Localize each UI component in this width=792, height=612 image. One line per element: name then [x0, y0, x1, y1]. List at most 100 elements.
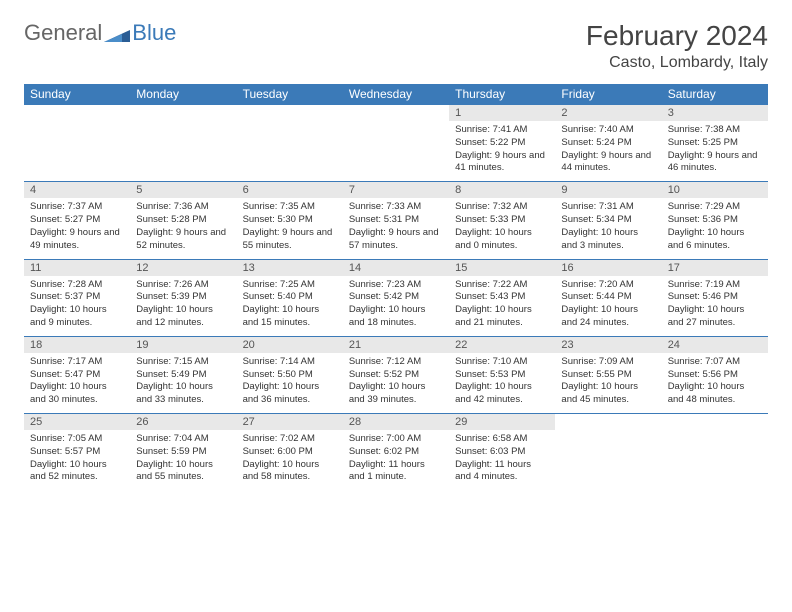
- sunset-text: Sunset: 5:44 PM: [561, 291, 655, 304]
- sunrise-text: Sunrise: 7:31 AM: [561, 201, 655, 214]
- day-details: Sunrise: 7:37 AMSunset: 5:27 PMDaylight:…: [24, 198, 130, 258]
- sunrise-text: Sunrise: 7:20 AM: [561, 279, 655, 292]
- calendar-table: Sunday Monday Tuesday Wednesday Thursday…: [24, 84, 768, 490]
- calendar-cell: [662, 413, 768, 490]
- daylight-text: Daylight: 10 hours and 12 minutes.: [136, 304, 230, 330]
- calendar-week-row: 4Sunrise: 7:37 AMSunset: 5:27 PMDaylight…: [24, 181, 768, 258]
- day-details: Sunrise: 7:33 AMSunset: 5:31 PMDaylight:…: [343, 198, 449, 258]
- day-details: Sunrise: 7:36 AMSunset: 5:28 PMDaylight:…: [130, 198, 236, 258]
- day-number: 11: [24, 260, 130, 276]
- day-number: 19: [130, 337, 236, 353]
- sunset-text: Sunset: 5:40 PM: [243, 291, 337, 304]
- calendar-cell: 13Sunrise: 7:25 AMSunset: 5:40 PMDayligh…: [237, 259, 343, 336]
- daylight-text: Daylight: 11 hours and 4 minutes.: [455, 459, 549, 485]
- sunrise-text: Sunrise: 7:25 AM: [243, 279, 337, 292]
- calendar-cell: [237, 104, 343, 181]
- day-details: Sunrise: 7:29 AMSunset: 5:36 PMDaylight:…: [662, 198, 768, 258]
- sunset-text: Sunset: 5:30 PM: [243, 214, 337, 227]
- sunrise-text: Sunrise: 7:12 AM: [349, 356, 443, 369]
- day-number: [24, 105, 130, 121]
- daylight-text: Daylight: 10 hours and 45 minutes.: [561, 381, 655, 407]
- day-number: 17: [662, 260, 768, 276]
- sunset-text: Sunset: 5:43 PM: [455, 291, 549, 304]
- sunrise-text: Sunrise: 7:17 AM: [30, 356, 124, 369]
- sunset-text: Sunset: 5:22 PM: [455, 137, 549, 150]
- calendar-cell: 19Sunrise: 7:15 AMSunset: 5:49 PMDayligh…: [130, 336, 236, 413]
- day-number: [343, 105, 449, 121]
- sunrise-text: Sunrise: 7:35 AM: [243, 201, 337, 214]
- sunset-text: Sunset: 6:00 PM: [243, 446, 337, 459]
- calendar-cell: 26Sunrise: 7:04 AMSunset: 5:59 PMDayligh…: [130, 413, 236, 490]
- day-details: [343, 121, 449, 181]
- day-details: Sunrise: 7:09 AMSunset: 5:55 PMDaylight:…: [555, 353, 661, 413]
- day-number: 3: [662, 105, 768, 121]
- sunrise-text: Sunrise: 7:19 AM: [668, 279, 762, 292]
- day-number: [237, 105, 343, 121]
- sunset-text: Sunset: 5:47 PM: [30, 369, 124, 382]
- calendar-cell: 6Sunrise: 7:35 AMSunset: 5:30 PMDaylight…: [237, 181, 343, 258]
- sunrise-text: Sunrise: 7:37 AM: [30, 201, 124, 214]
- day-details: [24, 121, 130, 181]
- day-details: Sunrise: 7:17 AMSunset: 5:47 PMDaylight:…: [24, 353, 130, 413]
- calendar-cell: 16Sunrise: 7:20 AMSunset: 5:44 PMDayligh…: [555, 259, 661, 336]
- day-details: Sunrise: 7:22 AMSunset: 5:43 PMDaylight:…: [449, 276, 555, 336]
- daylight-text: Daylight: 9 hours and 44 minutes.: [561, 150, 655, 176]
- sunset-text: Sunset: 5:52 PM: [349, 369, 443, 382]
- sunrise-text: Sunrise: 7:04 AM: [136, 433, 230, 446]
- logo-text-general: General: [24, 20, 102, 46]
- day-number: 4: [24, 182, 130, 198]
- daylight-text: Daylight: 10 hours and 52 minutes.: [30, 459, 124, 485]
- sunrise-text: Sunrise: 7:40 AM: [561, 124, 655, 137]
- daylight-text: Daylight: 9 hours and 49 minutes.: [30, 227, 124, 253]
- calendar-cell: 11Sunrise: 7:28 AMSunset: 5:37 PMDayligh…: [24, 259, 130, 336]
- calendar-cell: 2Sunrise: 7:40 AMSunset: 5:24 PMDaylight…: [555, 104, 661, 181]
- location-subtitle: Casto, Lombardy, Italy: [586, 54, 768, 72]
- daylight-text: Daylight: 10 hours and 36 minutes.: [243, 381, 337, 407]
- daylight-text: Daylight: 10 hours and 24 minutes.: [561, 304, 655, 330]
- calendar-week-row: 25Sunrise: 7:05 AMSunset: 5:57 PMDayligh…: [24, 413, 768, 490]
- calendar-cell: [130, 104, 236, 181]
- day-details: Sunrise: 7:40 AMSunset: 5:24 PMDaylight:…: [555, 121, 661, 181]
- header: General Blue February 2024 Casto, Lombar…: [24, 20, 768, 72]
- sunrise-text: Sunrise: 7:28 AM: [30, 279, 124, 292]
- day-details: Sunrise: 7:35 AMSunset: 5:30 PMDaylight:…: [237, 198, 343, 258]
- day-number: 29: [449, 414, 555, 430]
- day-details: [555, 430, 661, 490]
- daylight-text: Daylight: 9 hours and 52 minutes.: [136, 227, 230, 253]
- calendar-cell: 1Sunrise: 7:41 AMSunset: 5:22 PMDaylight…: [449, 104, 555, 181]
- calendar-cell: 23Sunrise: 7:09 AMSunset: 5:55 PMDayligh…: [555, 336, 661, 413]
- daylight-text: Daylight: 10 hours and 42 minutes.: [455, 381, 549, 407]
- daylight-text: Daylight: 10 hours and 27 minutes.: [668, 304, 762, 330]
- daylight-text: Daylight: 10 hours and 0 minutes.: [455, 227, 549, 253]
- sunset-text: Sunset: 5:28 PM: [136, 214, 230, 227]
- calendar-cell: 27Sunrise: 7:02 AMSunset: 6:00 PMDayligh…: [237, 413, 343, 490]
- calendar-cell: 14Sunrise: 7:23 AMSunset: 5:42 PMDayligh…: [343, 259, 449, 336]
- day-number: 1: [449, 105, 555, 121]
- sunset-text: Sunset: 6:02 PM: [349, 446, 443, 459]
- daylight-text: Daylight: 10 hours and 58 minutes.: [243, 459, 337, 485]
- day-number: [555, 414, 661, 430]
- sunrise-text: Sunrise: 7:22 AM: [455, 279, 549, 292]
- calendar-cell: 10Sunrise: 7:29 AMSunset: 5:36 PMDayligh…: [662, 181, 768, 258]
- daylight-text: Daylight: 10 hours and 21 minutes.: [455, 304, 549, 330]
- day-details: Sunrise: 7:26 AMSunset: 5:39 PMDaylight:…: [130, 276, 236, 336]
- day-number: 13: [237, 260, 343, 276]
- sunrise-text: Sunrise: 7:29 AM: [668, 201, 762, 214]
- day-details: Sunrise: 7:38 AMSunset: 5:25 PMDaylight:…: [662, 121, 768, 181]
- sunrise-text: Sunrise: 7:05 AM: [30, 433, 124, 446]
- day-number: 28: [343, 414, 449, 430]
- sunset-text: Sunset: 5:27 PM: [30, 214, 124, 227]
- day-number: 27: [237, 414, 343, 430]
- day-details: [130, 121, 236, 181]
- sunrise-text: Sunrise: 7:26 AM: [136, 279, 230, 292]
- day-details: Sunrise: 7:31 AMSunset: 5:34 PMDaylight:…: [555, 198, 661, 258]
- calendar-cell: 3Sunrise: 7:38 AMSunset: 5:25 PMDaylight…: [662, 104, 768, 181]
- calendar-cell: 7Sunrise: 7:33 AMSunset: 5:31 PMDaylight…: [343, 181, 449, 258]
- sunset-text: Sunset: 6:03 PM: [455, 446, 549, 459]
- day-details: Sunrise: 7:25 AMSunset: 5:40 PMDaylight:…: [237, 276, 343, 336]
- calendar-week-row: 1Sunrise: 7:41 AMSunset: 5:22 PMDaylight…: [24, 104, 768, 181]
- day-number: 21: [343, 337, 449, 353]
- day-number: 10: [662, 182, 768, 198]
- calendar-cell: 22Sunrise: 7:10 AMSunset: 5:53 PMDayligh…: [449, 336, 555, 413]
- day-header: Saturday: [662, 84, 768, 104]
